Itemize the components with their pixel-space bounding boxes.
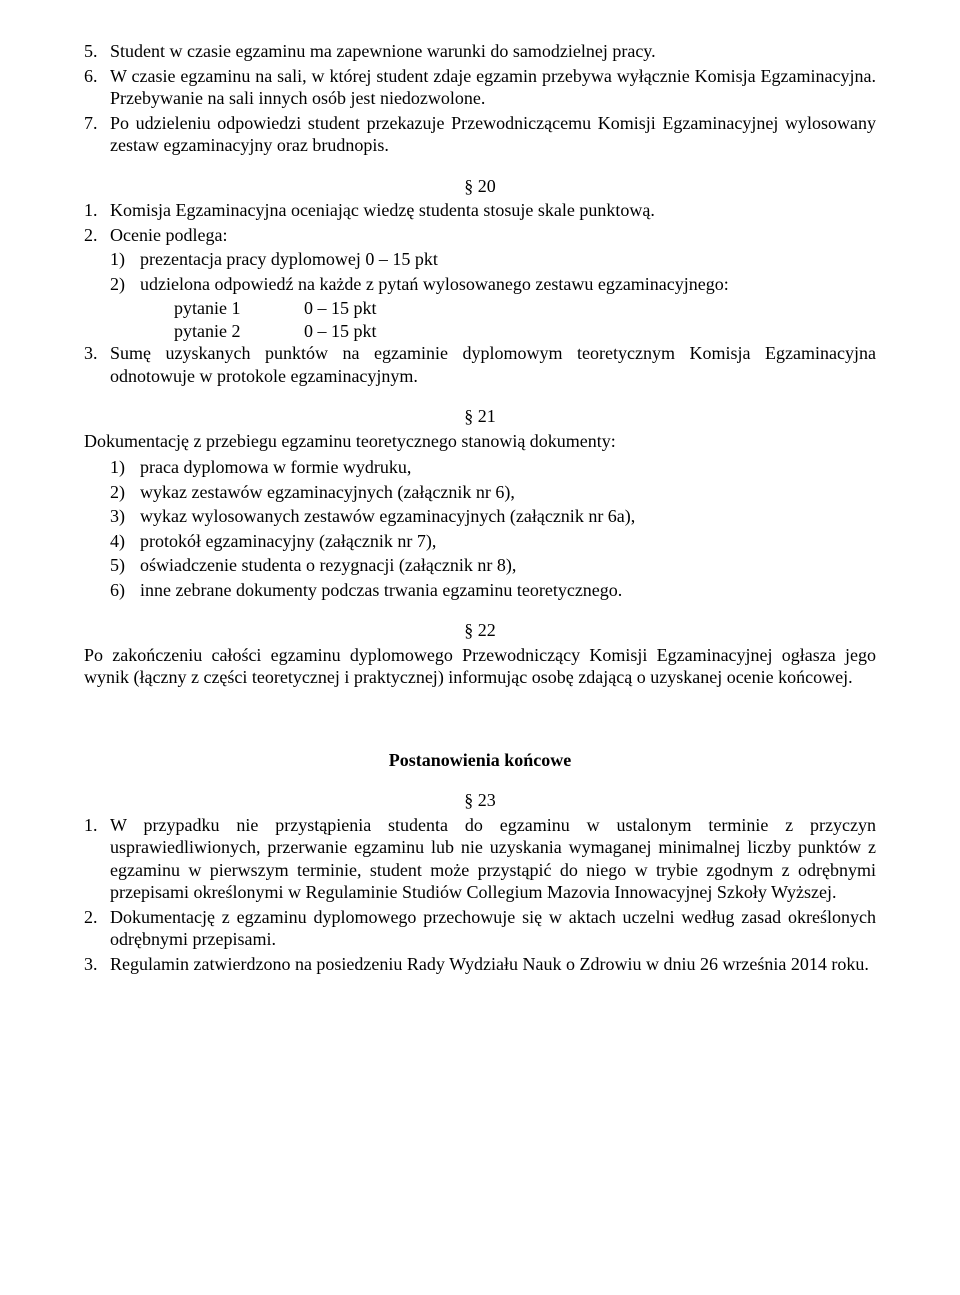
final-heading: Postanowienia końcowe — [84, 749, 876, 772]
item-text: Dokumentację z egzaminu dyplomowego prze… — [110, 906, 876, 951]
row-label: pytanie 1 — [174, 297, 304, 320]
list-item: 1) praca dyplomowa w formie wydruku, — [110, 456, 876, 479]
point-rows: pytanie 1 0 – 15 pkt pytanie 2 0 – 15 pk… — [84, 297, 876, 342]
list-item: 1. W przypadku nie przystąpienia student… — [84, 814, 876, 904]
s20-sublist: 1) prezentacja pracy dyplomowej 0 – 15 p… — [84, 248, 876, 295]
s23-list: 1. W przypadku nie przystąpienia student… — [84, 814, 876, 976]
item-marker: 2) — [110, 273, 140, 296]
item-text: Komisja Egzaminacyjna oceniając wiedzę s… — [110, 199, 876, 222]
point-row: pytanie 1 0 – 15 pkt — [174, 297, 876, 320]
list-item: 2) wykaz zestawów egzaminacyjnych (załąc… — [110, 481, 876, 504]
item-marker: 3. — [84, 953, 110, 976]
item-marker: 6) — [110, 579, 140, 602]
item-text: Po udzieleniu odpowiedzi student przekaz… — [110, 112, 876, 157]
section-number-23: § 23 — [84, 789, 876, 812]
page: 5. Student w czasie egzaminu ma zapewnio… — [0, 0, 960, 1295]
item-text: wykaz zestawów egzaminacyjnych (załączni… — [140, 481, 876, 504]
item-marker: 3) — [110, 505, 140, 528]
list-item: 3) wykaz wylosowanych zestawów egzaminac… — [110, 505, 876, 528]
list-item: 1. Komisja Egzaminacyjna oceniając wiedz… — [84, 199, 876, 222]
row-value: 0 – 15 pkt — [304, 320, 377, 343]
list-item: 3. Regulamin zatwierdzono na posiedzeniu… — [84, 953, 876, 976]
item-text: prezentacja pracy dyplomowej 0 – 15 pkt — [140, 248, 876, 271]
item-marker: 6. — [84, 65, 110, 110]
item-text: praca dyplomowa w formie wydruku, — [140, 456, 876, 479]
item-text: protokół egzaminacyjny (załącznik nr 7), — [140, 530, 876, 553]
item-text: W przypadku nie przystąpienia studenta d… — [110, 814, 876, 904]
list-item: 3. Sumę uzyskanych punktów na egzaminie … — [84, 342, 876, 387]
item-text: W czasie egzaminu na sali, w której stud… — [110, 65, 876, 110]
section-number-21: § 21 — [84, 405, 876, 428]
list-item: 7. Po udzieleniu odpowiedzi student prze… — [84, 112, 876, 157]
top-numbered-list: 5. Student w czasie egzaminu ma zapewnio… — [84, 40, 876, 157]
item-text: Ocenie podlega: — [110, 224, 876, 247]
list-item: 6. W czasie egzaminu na sali, w której s… — [84, 65, 876, 110]
list-item: 5. Student w czasie egzaminu ma zapewnio… — [84, 40, 876, 63]
s21-list: 1) praca dyplomowa w formie wydruku, 2) … — [84, 456, 876, 601]
item-marker: 1) — [110, 456, 140, 479]
item-text: wykaz wylosowanych zestawów egzaminacyjn… — [140, 505, 876, 528]
item-marker: 7. — [84, 112, 110, 157]
item-marker: 5. — [84, 40, 110, 63]
list-item: 2) udzielona odpowiedź na każde z pytań … — [110, 273, 876, 296]
list-item: 1) prezentacja pracy dyplomowej 0 – 15 p… — [110, 248, 876, 271]
item-marker: 1) — [110, 248, 140, 271]
row-value: 0 – 15 pkt — [304, 297, 377, 320]
s21-lead: Dokumentację z przebiegu egzaminu teoret… — [84, 430, 876, 453]
item-marker: 1. — [84, 814, 110, 904]
item-text: inne zebrane dokumenty podczas trwania e… — [140, 579, 876, 602]
list-item: 4) protokół egzaminacyjny (załącznik nr … — [110, 530, 876, 553]
section-number-22: § 22 — [84, 619, 876, 642]
list-item: 2. Ocenie podlega: — [84, 224, 876, 247]
item-marker: 2) — [110, 481, 140, 504]
item-marker: 2. — [84, 906, 110, 951]
item-text: Regulamin zatwierdzono na posiedzeniu Ra… — [110, 953, 876, 976]
s20-list-cont: 3. Sumę uzyskanych punktów na egzaminie … — [84, 342, 876, 387]
point-row: pytanie 2 0 – 15 pkt — [174, 320, 876, 343]
s22-text: Po zakończeniu całości egzaminu dyplomow… — [84, 644, 876, 689]
list-item: 2. Dokumentację z egzaminu dyplomowego p… — [84, 906, 876, 951]
item-text: Student w czasie egzaminu ma zapewnione … — [110, 40, 876, 63]
item-marker: 2. — [84, 224, 110, 247]
item-marker: 1. — [84, 199, 110, 222]
s20-list: 1. Komisja Egzaminacyjna oceniając wiedz… — [84, 199, 876, 246]
row-label: pytanie 2 — [174, 320, 304, 343]
item-marker: 3. — [84, 342, 110, 387]
item-marker: 4) — [110, 530, 140, 553]
item-text: udzielona odpowiedź na każde z pytań wyl… — [140, 273, 876, 296]
list-item: 6) inne zebrane dokumenty podczas trwani… — [110, 579, 876, 602]
item-text: oświadczenie studenta o rezygnacji (załą… — [140, 554, 876, 577]
item-marker: 5) — [110, 554, 140, 577]
section-number-20: § 20 — [84, 175, 876, 198]
item-text: Sumę uzyskanych punktów na egzaminie dyp… — [110, 342, 876, 387]
list-item: 5) oświadczenie studenta o rezygnacji (z… — [110, 554, 876, 577]
